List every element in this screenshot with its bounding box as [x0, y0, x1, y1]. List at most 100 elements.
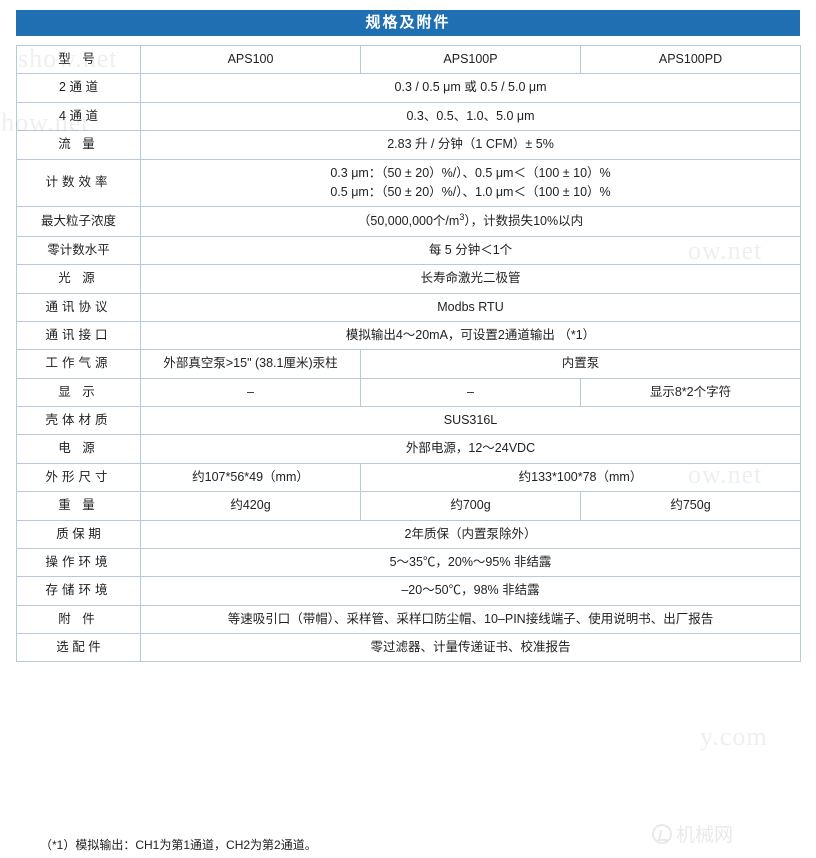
cell-text: （50,000,000个/m — [357, 214, 460, 229]
cell-text: 外部电源，12～24VDC — [405, 441, 536, 456]
table-cell: 0.3、0.5、1.0、5.0 μm — [140, 101, 801, 132]
row-label: 通讯协议 — [16, 292, 141, 322]
cell-text-line2: 0.5 μm：（50 ± 20）%/）、1.0 μm＜（100 ± 10）% — [330, 184, 611, 199]
cell-text: Modbs RTU — [437, 299, 504, 314]
table-cell: 2年质保（内置泵除外） — [140, 519, 801, 549]
row-label: 零计数水平 — [16, 235, 141, 266]
cell-text: 0.3 / 0.5 μm 或 0.5 / 5.0 μm — [394, 80, 547, 95]
table-row: 2 通 道 0.3 / 0.5 μm 或 0.5 / 5.0 μm — [16, 73, 801, 103]
cell-text: 内置泵 — [561, 356, 600, 371]
cell-text: – — [467, 384, 474, 399]
table-cell: 约107*56*49（mm） — [140, 462, 361, 493]
table-row: 通讯接口 模拟输出4～20mA，可设置2通道输出 （*1） — [16, 320, 801, 351]
table-row: 工作气源 外部真空泵>15" (38.1厘米)汞柱 内置泵 — [16, 349, 801, 379]
table-cell: 外部电源，12～24VDC — [140, 434, 801, 464]
cell-text: 等速吸引口（带帽）、采样管、采样口防尘帽、10–PIN接线端子、使用说明书、出厂… — [227, 611, 714, 626]
footnote: （*1）模拟输出：CH1为第1通道，CH2为第2通道。 — [40, 838, 317, 852]
table-row: 通讯协议 Modbs RTU — [16, 292, 801, 322]
row-label: 存储环境 — [16, 576, 141, 606]
row-label: 通讯接口 — [16, 320, 141, 351]
row-label: 流 量 — [16, 130, 141, 160]
row-label: 显 示 — [16, 377, 141, 408]
table-row: 电 源 外部电源，12～24VDC — [16, 434, 801, 464]
specification-table-body: 型 号 APS100 APS100P APS100PD 2 通 道 0.3 / 0.5 μ… — [16, 44, 801, 663]
cell-text: 2年质保（内置泵除外） — [404, 526, 537, 541]
row-label: 选 配 件 — [16, 633, 141, 663]
table-row: 光 源 长寿命激光二极管 — [16, 264, 801, 294]
table-row: 显 示 – – 显示8*2个字符 — [16, 377, 801, 408]
row-label: 光 源 — [16, 264, 141, 294]
model-header-cell: APS100PD — [580, 44, 801, 75]
table-row: 外形尺寸 约107*56*49（mm） 约133*100*78（mm） — [16, 462, 801, 493]
table-row: 操作环境 5～35℃，20%～95% 非结露 — [16, 547, 801, 578]
table-row: 计数效率 0.3 μm：（50 ± 20）%/）、0.5 μm＜（100 ± 10… — [16, 158, 801, 208]
table-cell: （50,000,000个/m3），计数损失10%以内 — [140, 206, 801, 237]
table-cell: – — [140, 377, 361, 408]
row-label: 最大粒子浓度 — [16, 206, 141, 237]
table-cell: 约700g — [360, 491, 581, 521]
cell-text: SUS316L — [443, 413, 498, 428]
watermark-logo-label: 机械网 — [676, 825, 734, 846]
cell-text: APS100PD — [658, 52, 723, 66]
row-label: 外形尺寸 — [16, 462, 141, 493]
table-cell: 零过滤器、计量传递证书、校准报告 — [140, 633, 801, 663]
row-label: 质 保 期 — [16, 519, 141, 549]
cell-text: 约107*56*49（mm） — [192, 469, 309, 484]
row-label: 附 件 — [16, 604, 141, 635]
table-cell: 模拟输出4～20mA，可设置2通道输出 （*1） — [140, 320, 801, 351]
table-cell: Modbs RTU — [140, 292, 801, 322]
table-cell: SUS316L — [140, 406, 801, 436]
table-cell: 每 5 分钟＜1个 — [140, 235, 801, 266]
cell-text: 0.3、0.5、1.0、5.0 μm — [406, 108, 535, 123]
table-row: 零计数水平 每 5 分钟＜1个 — [16, 235, 801, 266]
cell-text: 外部真空泵>15" (38.1厘米)汞柱 — [163, 356, 338, 371]
row-label: 电 源 — [16, 434, 141, 464]
row-label: 重 量 — [16, 491, 141, 521]
cell-text: 长寿命激光二极管 — [420, 271, 521, 286]
cell-text: 约420g — [230, 498, 271, 513]
row-label: 型 号 — [16, 44, 141, 75]
cell-text: 显示8*2个字符 — [649, 384, 732, 399]
table-cell: – — [360, 377, 581, 408]
table-row: 重 量 约420g 约700g 约750g — [16, 491, 801, 521]
table-cell: 长寿命激光二极管 — [140, 264, 801, 294]
table-cell: 约750g — [580, 491, 801, 521]
row-label: 计数效率 — [16, 158, 141, 208]
table-row: 4 通 道 0.3、0.5、1.0、5.0 μm — [16, 101, 801, 132]
table-cell: 约133*100*78（mm） — [360, 462, 801, 493]
row-label: 壳体材质 — [16, 406, 141, 436]
cell-text-after: ），计数损失10%以内 — [464, 214, 584, 229]
specification-table: 型 号 APS100 APS100P APS100PD 2 通 道 0.3 / 0.5 μ… — [16, 44, 801, 663]
cell-text: 0.3 μm：（50 ± 20）%/）、0.5 μm＜（100 ± 10）% — [330, 165, 611, 180]
cell-text: 2.83 升 / 分钟（1 CFM）± 5% — [387, 137, 554, 152]
table-row: 存储环境 –20～50℃，98% 非结露 — [16, 576, 801, 606]
watermark-text: y.com — [700, 722, 768, 751]
cell-text: 每 5 分钟＜1个 — [428, 242, 513, 257]
watermark-logo-icon — [652, 823, 672, 844]
cell-text: 5～35℃，20%～95% 非结露 — [389, 554, 552, 569]
table-cell: 2.83 升 / 分钟（1 CFM）± 5% — [140, 130, 801, 160]
row-label: 操作环境 — [16, 547, 141, 578]
cell-text: 零过滤器、计量传递证书、校准报告 — [370, 640, 571, 655]
table-cell: 显示8*2个字符 — [580, 377, 801, 408]
table-row: 流 量 2.83 升 / 分钟（1 CFM）± 5% — [16, 130, 801, 160]
cell-text: 约133*100*78（mm） — [518, 469, 643, 484]
table-row: 质 保 期 2年质保（内置泵除外） — [16, 519, 801, 549]
row-label: 4 通 道 — [16, 101, 141, 132]
table-cell: 外部真空泵>15" (38.1厘米)汞柱 — [140, 349, 361, 379]
table-cell: 内置泵 — [360, 349, 801, 379]
model-header-cell: APS100P — [360, 44, 581, 75]
table-cell: 0.3 μm：（50 ± 20）%/）、0.5 μm＜（100 ± 10）% 0.… — [140, 158, 801, 208]
cell-text: 约750g — [670, 498, 711, 513]
table-cell: 0.3 / 0.5 μm 或 0.5 / 5.0 μm — [140, 73, 801, 103]
table-cell: 5～35℃，20%～95% 非结露 — [140, 547, 801, 578]
cell-text: –20～50℃，98% 非结露 — [401, 583, 540, 598]
watermark-logo: 机械网 — [652, 820, 733, 847]
cell-text: 约700g — [450, 498, 491, 513]
cell-superscript: 3 — [459, 212, 465, 223]
table-row: 选 配 件 零过滤器、计量传递证书、校准报告 — [16, 633, 801, 663]
table-cell: 等速吸引口（带帽）、采样管、采样口防尘帽、10–PIN接线端子、使用说明书、出厂… — [140, 604, 801, 635]
table-row: 型 号 APS100 APS100P APS100PD — [16, 44, 801, 75]
table-cell: 约420g — [140, 491, 361, 521]
